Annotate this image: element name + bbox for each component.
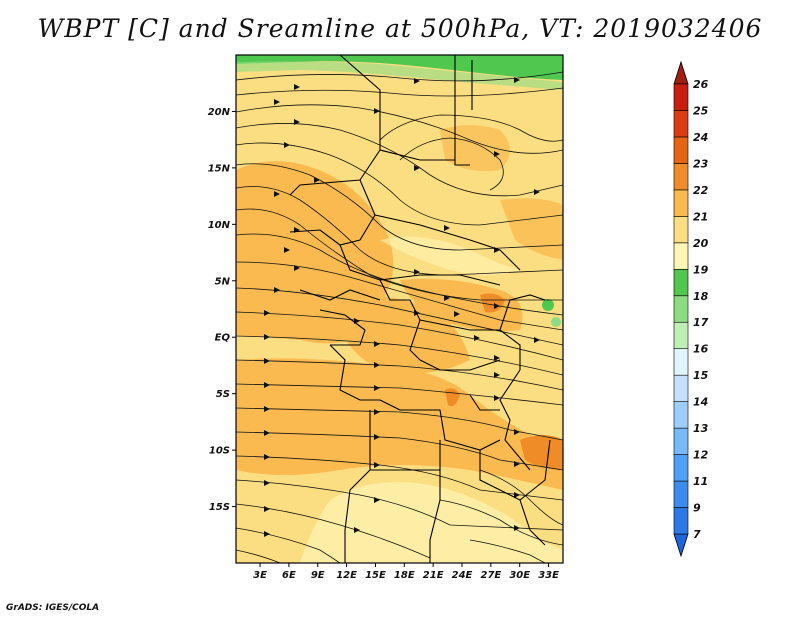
colorbar-label: 15: [693, 369, 709, 382]
colorbar-swatch: [673, 374, 689, 402]
country-borders: [289, 55, 551, 563]
x-tick-label: 12E: [336, 570, 357, 581]
x-axis: 3E 6E 9E 12E 15E 18E 21E 24E 27E 30E 33E: [253, 563, 559, 581]
colorbar-swatch: [673, 163, 689, 191]
x-tick-label: 9E: [311, 570, 325, 581]
colorbar-max-triangle: [673, 60, 689, 85]
map-field: [236, 55, 563, 563]
colorbar-swatch: [673, 480, 689, 508]
x-tick-label: 15E: [365, 570, 386, 581]
y-tick-label: 20N: [208, 107, 231, 118]
y-tick-label: 15N: [208, 163, 231, 174]
y-axis: 20N 15N 10N 5N EQ 5S 10S 15S: [208, 107, 236, 513]
colorbar-label: 21: [693, 210, 708, 223]
colorbar-label: 22: [693, 184, 709, 197]
colorbar-swatch: [673, 242, 689, 270]
x-tick-label: 21E: [423, 570, 444, 581]
y-tick-label: 5N: [215, 276, 231, 287]
colorbar-swatch: [673, 321, 689, 350]
y-tick-label: 5S: [216, 389, 230, 400]
colorbar-swatch: [673, 427, 689, 455]
colorbar-swatch: [673, 507, 689, 535]
colorbar-label: 12: [693, 449, 709, 462]
colorbar-swatch: [673, 110, 689, 138]
colorbar-swatch: [673, 401, 689, 429]
y-tick-label: 10N: [208, 220, 231, 231]
colorbar-label: 25: [693, 104, 709, 117]
colorbar-swatch: [673, 268, 689, 297]
x-tick-label: 24E: [452, 570, 473, 581]
colorbar-swatch: [673, 83, 689, 111]
y-tick-label: EQ: [215, 333, 231, 344]
x-tick-label: 6E: [282, 570, 296, 581]
colorbar-min-triangle: [673, 533, 689, 558]
x-tick-label: 33E: [538, 570, 559, 581]
colorbar-label: 9: [693, 502, 701, 515]
colorbar-swatch: [673, 189, 689, 217]
streamlines: [236, 71, 563, 563]
colorbar-label: 18: [693, 290, 709, 303]
map-frame: [235, 54, 564, 564]
x-tick-label: 3E: [253, 570, 267, 581]
y-tick-label: 15S: [209, 502, 230, 513]
colorbar-label: 14: [693, 396, 708, 409]
colorbar-swatch: [673, 216, 689, 244]
x-tick-label: 30E: [509, 570, 530, 581]
colorbar-label: 17: [693, 316, 709, 329]
colorbar-label: 26: [693, 78, 709, 91]
colorbar-swatch: [673, 454, 689, 482]
footer-credit: GrADS: IGES/COLA: [6, 603, 100, 613]
colorbar-swatch: [673, 295, 689, 323]
colorbar-label: 19: [693, 263, 709, 276]
colorbar: 7 9 11 12 13 14 15 16 17 18 19 20 21 22 23 24 25 26: [673, 60, 709, 558]
x-tick-label: 27E: [480, 570, 501, 581]
y-tick-label: 10S: [209, 446, 230, 457]
colorbar-label: 7: [693, 528, 701, 541]
chart-title: WBPT [C] and Sreamline at 500hPa, VT: 20…: [37, 14, 763, 43]
colorbar-label: 20: [693, 237, 709, 250]
colorbar-label: 13: [693, 422, 709, 435]
colorbar-swatch: [673, 348, 689, 376]
colorbar-label: 24: [693, 131, 708, 144]
colorbar-swatch: [673, 136, 689, 164]
x-tick-label: 18E: [394, 570, 415, 581]
streamline-arrows: [264, 77, 540, 537]
colorbar-label: 23: [693, 157, 709, 170]
colorbar-label: 11: [693, 475, 708, 488]
colorbar-label: 16: [693, 343, 709, 356]
